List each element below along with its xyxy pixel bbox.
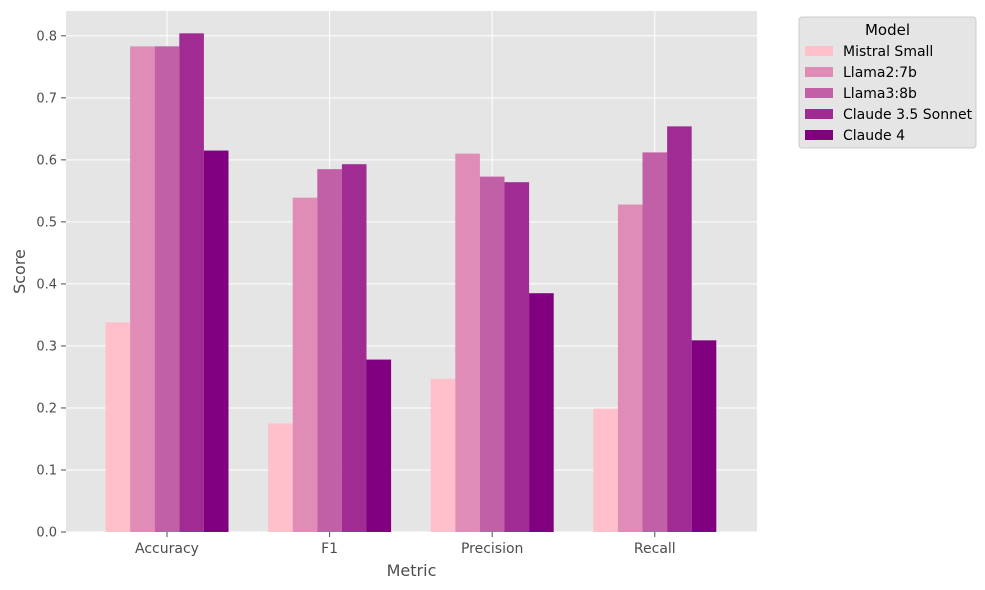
bar [268,423,293,532]
x-tick-label: Precision [461,541,523,557]
legend-swatch [805,88,833,98]
bar [130,46,155,532]
x-tick-label: Recall [634,541,676,557]
y-tick-label: 0.4 [36,277,57,292]
legend-label: Claude 4 [843,128,905,144]
legend-swatch [805,130,833,140]
bar [341,164,367,533]
legend-label: Llama2:7b [843,65,917,81]
bar [179,33,204,532]
bars-group [105,33,717,533]
legend-box [798,16,977,149]
bar [154,46,180,532]
bar [691,340,717,532]
bar [366,359,392,532]
y-tick-label: 0.2 [36,401,57,416]
bar [667,126,692,532]
bar [317,169,342,533]
bar [642,152,668,532]
y-tick-label: 0.8 [36,29,57,44]
y-axis-ticks: 0.0 0.1 0.2 0.3 0.4 0.5 0.6 0.7 0.8 [36,29,66,541]
legend-label: Llama3:8b [843,86,917,102]
bar [593,408,618,532]
y-axis-title: Score [10,249,29,294]
y-tick-label: 0.6 [36,153,57,168]
bar [430,378,456,532]
legend-title: Model [865,21,910,39]
legend-swatch [805,46,833,56]
y-tick-label: 0.7 [36,91,57,106]
y-tick-label: 0.1 [36,463,57,478]
x-axis-title: Metric [387,561,437,580]
y-tick-label: 0.0 [36,526,57,541]
y-tick-label: 0.5 [36,215,57,230]
bar [617,204,643,532]
bar [529,293,554,532]
bar [504,182,530,532]
bar [455,153,480,532]
bar [203,150,229,532]
legend-swatch [805,67,833,77]
legend-items: Mistral Small Llama2:7b Llama3:8b Claude 3.… [805,44,973,144]
legend-swatch [805,109,833,119]
legend-label: Mistral Small [843,44,933,60]
legend-label: Claude 3.5 Sonnet [843,107,973,123]
bar [292,197,318,533]
bar [479,176,505,532]
x-axis-ticks: Accuracy F1 Precision Recall [135,532,676,557]
legend: Model Mistral Small Llama2:7b Llama3:8b Cla… [798,16,977,149]
y-tick-label: 0.3 [36,339,57,354]
x-tick-label: Accuracy [135,541,199,557]
bar [105,322,131,532]
x-tick-label: F1 [321,541,338,557]
